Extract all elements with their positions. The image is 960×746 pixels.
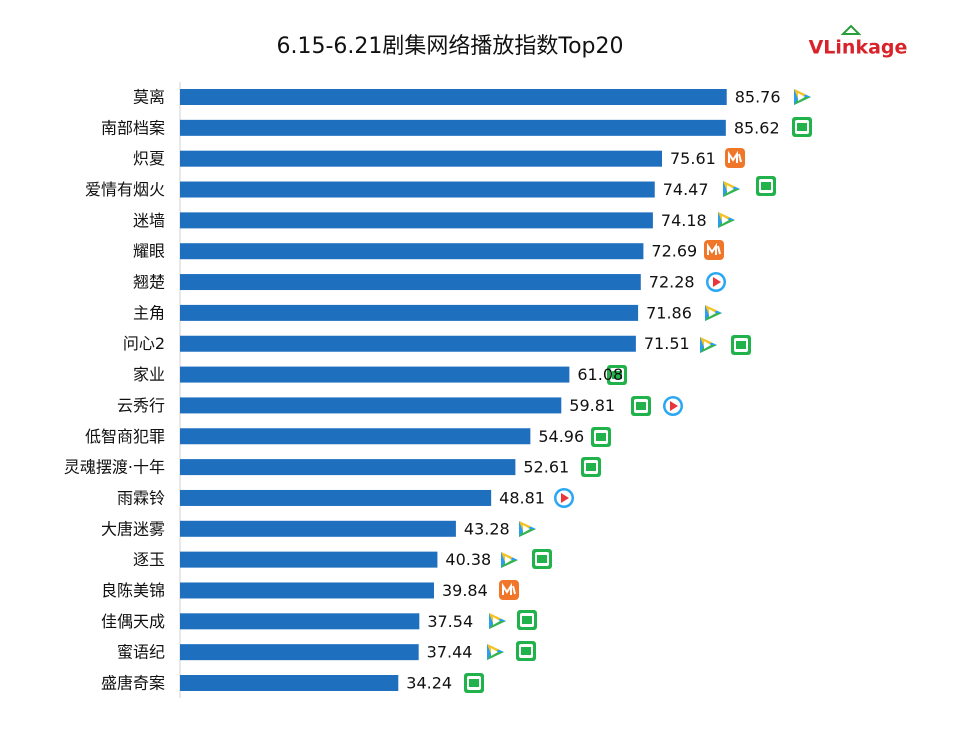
- bar: [180, 335, 636, 352]
- value-label: 34.24: [406, 674, 452, 693]
- value-label: 52.61: [523, 458, 569, 477]
- bar: [180, 428, 531, 445]
- bar: [180, 366, 570, 383]
- platform-icon: [706, 272, 726, 292]
- bar: [180, 150, 663, 167]
- y-tick-label: 云秀行: [117, 396, 165, 415]
- y-tick-label: 迷墙: [133, 211, 165, 230]
- bar: [180, 181, 655, 198]
- platform-icon: [501, 552, 518, 568]
- y-tick-label: 莫离: [133, 88, 165, 107]
- bar: [180, 397, 562, 414]
- value-label: 71.86: [646, 303, 692, 322]
- y-tick-label: 良陈美锦: [101, 581, 165, 600]
- platform-icon: [489, 613, 506, 629]
- platform-icon: [519, 521, 536, 537]
- bar: [180, 520, 456, 537]
- platform-icon: [723, 181, 740, 197]
- bar: [180, 675, 399, 691]
- y-tick-label: 低智商犯罪: [85, 427, 165, 446]
- logo-mark: [840, 24, 862, 35]
- platform-icon: [718, 212, 735, 228]
- platform-icon: [792, 117, 812, 137]
- value-label: 74.18: [661, 211, 707, 230]
- platform-icon: [498, 579, 520, 601]
- y-tick-label: 盛唐奇案: [101, 674, 165, 693]
- bar: [180, 551, 438, 568]
- y-tick-label: 问心2: [123, 334, 165, 353]
- y-tick-label: 雨霖铃: [117, 488, 165, 507]
- y-tick-label: 耀眼: [133, 242, 165, 261]
- y-tick-label: 爱情有烟火: [85, 180, 165, 199]
- platform-icon: [794, 89, 811, 105]
- logo: VLinkage: [809, 37, 908, 59]
- bar: [180, 89, 727, 105]
- bar: [180, 119, 726, 136]
- value-label: 85.62: [734, 118, 780, 137]
- platform-icon: [554, 488, 574, 508]
- value-label: 71.51: [644, 334, 690, 353]
- value-label: 75.61: [670, 149, 716, 168]
- value-label: 74.47: [663, 180, 709, 199]
- value-label: 85.76: [735, 88, 781, 107]
- bar: [180, 274, 641, 291]
- bar: [180, 489, 492, 506]
- y-tick-label: 翘楚: [133, 273, 165, 292]
- value-label: 37.44: [427, 643, 473, 662]
- value-label: 43.28: [464, 519, 510, 538]
- y-tick-label: 灵魂摆渡·十年: [64, 458, 165, 477]
- value-label: 61.08: [577, 365, 623, 384]
- value-label: 37.54: [427, 612, 473, 631]
- value-label: 72.69: [651, 242, 697, 261]
- bar: [180, 304, 639, 321]
- bar: [180, 644, 419, 661]
- platform-icon: [756, 176, 776, 196]
- platform-icon: [581, 457, 601, 477]
- platform-icon: [532, 549, 552, 569]
- platform-icon: [517, 610, 537, 630]
- platform-icon: [591, 427, 611, 447]
- platform-icon: [705, 305, 722, 321]
- value-label: 72.28: [649, 273, 695, 292]
- platform-icon: [731, 335, 751, 355]
- bar: [180, 459, 516, 476]
- platform-icon: [663, 396, 683, 416]
- platform-icon: [464, 673, 484, 693]
- platform-icon: [516, 641, 536, 661]
- y-tick-label: 佳偶天成: [101, 612, 165, 631]
- y-tick-label: 家业: [133, 365, 165, 384]
- chart-title: 6.15-6.21剧集网络播放指数Top20: [276, 34, 623, 59]
- platform-icon: [724, 147, 746, 169]
- y-tick-label: 主角: [133, 303, 165, 322]
- platform-icon: [487, 644, 504, 660]
- value-label: 48.81: [499, 488, 545, 507]
- platform-icon: [700, 337, 717, 353]
- value-label: 59.81: [569, 396, 615, 415]
- bar: [180, 613, 420, 630]
- bar: [180, 212, 653, 229]
- y-tick-label: 蜜语纪: [117, 643, 165, 662]
- value-label: 54.96: [538, 427, 584, 446]
- y-tick-label: 炽夏: [133, 149, 165, 168]
- value-label: 39.84: [442, 581, 488, 600]
- y-tick-label: 逐玉: [133, 550, 165, 569]
- platform-icon: [703, 239, 725, 261]
- platform-icon: [631, 396, 651, 416]
- bar: [180, 243, 644, 260]
- y-tick-label: 大唐迷雾: [101, 519, 165, 538]
- platform-icons: [464, 89, 812, 693]
- bar: [180, 582, 434, 599]
- y-tick-label: 南部档案: [101, 118, 165, 137]
- value-label: 40.38: [445, 550, 491, 569]
